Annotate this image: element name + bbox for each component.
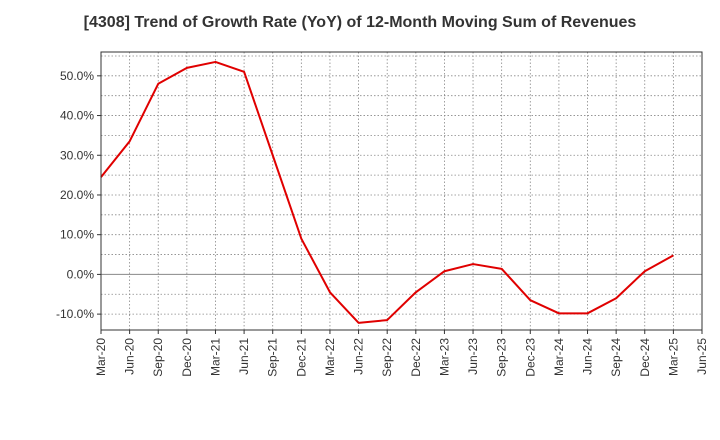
y-tick-label: 0.0% [67,267,95,281]
chart-title: [4308] Trend of Growth Rate (YoY) of 12-… [83,14,637,31]
x-tick-label: Sep-20 [151,338,165,377]
x-tick-label: Jun-21 [237,338,251,375]
x-tick-label: Dec-22 [409,338,423,377]
x-tick-label: Dec-20 [180,338,194,377]
y-tick-label: 20.0% [60,188,94,202]
x-tick-label: Sep-21 [266,338,280,377]
x-tick-label: Mar-22 [323,338,337,376]
x-tick-label: Mar-21 [208,338,222,376]
series-lines [100,60,674,324]
x-tick-label: Jun-23 [466,338,480,375]
x-tick-label: Mar-23 [437,338,451,376]
x-tick-label: Dec-23 [523,338,537,377]
tick-labels: -10.0% 0.0% 10.0% 20.0% 30.0% 40.0% 50.0% Mar-2… [56,69,709,377]
y-tick-label: 30.0% [60,148,94,162]
y-tick-label: -10.0% [56,307,94,321]
y-tick-label: 50.0% [60,69,94,83]
axes [97,51,703,334]
x-tick-label: Sep-23 [495,338,509,377]
x-tick-label: Jun-25 [695,338,709,375]
x-tick-label: Mar-25 [666,338,680,376]
x-tick-label: Jun-24 [581,338,595,375]
y-tick-label: 40.0% [60,109,94,123]
x-tick-label: Dec-21 [294,338,308,377]
x-tick-label: Mar-24 [552,338,566,376]
x-tick-label: Mar-20 [94,338,108,376]
y-tick-label: 10.0% [60,228,94,242]
x-tick-label: Jun-22 [352,338,366,375]
series-line-0 [100,60,674,324]
x-tick-label: Sep-24 [609,338,623,377]
grid-lines [101,52,702,330]
plot-frame [100,51,703,331]
x-tick-label: Sep-22 [380,338,394,377]
x-tick-label: Dec-24 [638,338,652,377]
x-tick-label: Jun-20 [123,338,137,375]
